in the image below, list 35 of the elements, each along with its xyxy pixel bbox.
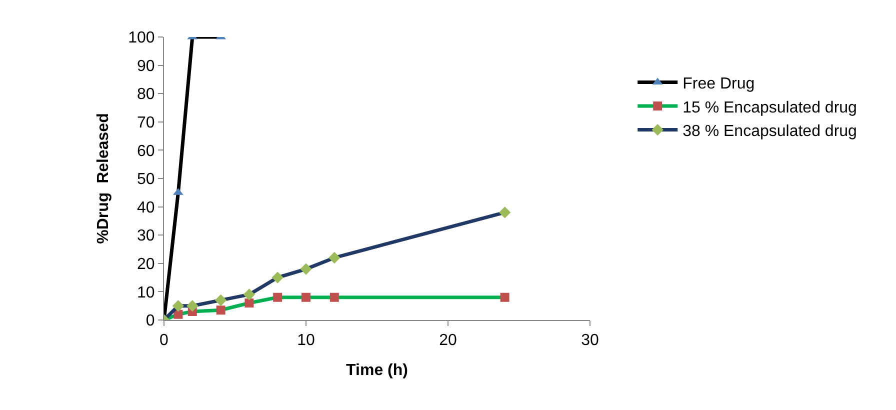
point (273, 292, 282, 302)
y-tick-label: 20 (137, 256, 155, 273)
legend-label: 15 % Encapsulated drug (682, 99, 857, 116)
point (174, 310, 183, 319)
y-tick-label: 50 (137, 171, 155, 188)
x-axis-title: Time (h) (346, 362, 408, 379)
y-tick-label: 30 (137, 228, 155, 245)
point (244, 298, 254, 308)
x-tick-label: 10 (297, 332, 315, 350)
point (328, 252, 340, 264)
x-tick-label: 30 (581, 332, 599, 350)
point (243, 288, 256, 300)
y-tick-label: 80 (137, 86, 155, 104)
y-tick-label: 60 (137, 142, 155, 160)
point (186, 300, 198, 312)
x-tick-label: 20 (439, 332, 457, 350)
point (302, 292, 310, 302)
legend-label: 38 % Encapsulated drug (682, 123, 857, 140)
point (330, 292, 339, 302)
point (500, 292, 510, 302)
y-tick-label: 70 (137, 114, 155, 132)
point (214, 294, 227, 306)
x-tick-label: 0 (160, 332, 169, 350)
point (216, 306, 226, 315)
y-tick-label: 0 (146, 312, 155, 330)
y-axis-title: %Drug Released (94, 113, 112, 244)
legend-label: Free Drug (682, 75, 755, 92)
point (498, 206, 511, 218)
point (172, 300, 184, 312)
point (272, 272, 284, 284)
point (300, 263, 312, 275)
y-tick-label: 90 (137, 58, 155, 75)
y-tick-label: 40 (137, 199, 155, 216)
y-tick-label: 10 (137, 284, 155, 302)
y-tick-label: 100 (128, 30, 155, 47)
